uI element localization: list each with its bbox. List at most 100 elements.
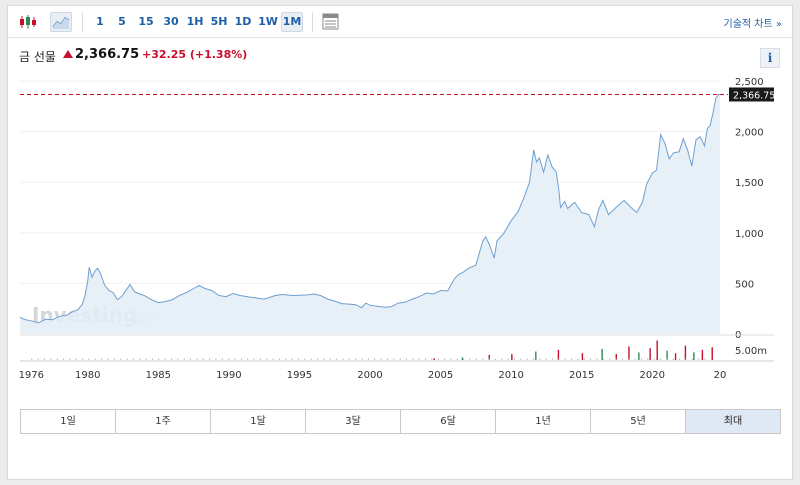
volume-tick <box>393 358 395 360</box>
volume-tick <box>56 358 58 360</box>
range-1-day[interactable]: 1일 <box>21 410 116 433</box>
volume-tick <box>539 358 541 360</box>
volume-tick <box>69 358 71 360</box>
volume-tick <box>666 358 668 360</box>
volume-tick <box>145 358 147 360</box>
y-tick-label: 2,000 <box>735 128 764 139</box>
range-6-month[interactable]: 6달 <box>401 410 496 433</box>
timeframe-1h[interactable]: 1H <box>186 15 204 28</box>
x-tick-label: 2005 <box>428 370 453 381</box>
volume-tick <box>88 358 90 360</box>
x-tick-label: 20 <box>714 370 727 381</box>
timeframe-5h[interactable]: 5H <box>210 15 228 28</box>
volume-tick <box>602 358 604 360</box>
timeframe-15[interactable]: 15 <box>138 15 154 28</box>
range-selector: 1일 1주 1달 3달 6달 1년 5년 최대 <box>20 409 781 434</box>
timeframe-1w[interactable]: 1W <box>258 15 278 28</box>
range-1-year[interactable]: 1년 <box>496 410 591 433</box>
volume-tick <box>310 358 312 360</box>
volume-tick <box>463 358 465 360</box>
volume-tick <box>171 358 173 360</box>
volume-tick <box>418 358 420 360</box>
volume-tick <box>107 358 109 360</box>
table-view-icon[interactable] <box>322 13 339 30</box>
price-change: +32.25 (+1.38%) <box>142 48 247 61</box>
timeframe-1d[interactable]: 1D <box>234 15 252 28</box>
volume-bar <box>511 354 513 360</box>
volume-tick <box>380 358 382 360</box>
range-3-month[interactable]: 3달 <box>306 410 401 433</box>
volume-tick <box>190 358 192 360</box>
volume-tick <box>82 358 84 360</box>
range-1-month[interactable]: 1달 <box>211 410 306 433</box>
volume-tick <box>113 358 115 360</box>
x-tick-label: 1985 <box>146 370 171 381</box>
area-chart-icon[interactable] <box>50 12 72 32</box>
volume-tick <box>691 358 693 360</box>
technical-chart-link[interactable]: 기술적 차트 » <box>723 19 782 30</box>
volume-tick <box>634 358 636 360</box>
volume-tick <box>75 358 77 360</box>
range-max[interactable]: 최대 <box>686 410 780 433</box>
volume-tick <box>158 358 160 360</box>
x-tick-label: 2010 <box>498 370 523 381</box>
volume-tick <box>164 358 166 360</box>
y-tick-label: 2,500 <box>735 77 764 88</box>
volume-tick <box>520 358 522 360</box>
volume-tick <box>577 358 579 360</box>
timeframe-30[interactable]: 30 <box>163 15 179 28</box>
change-percent: (+1.38%) <box>189 48 248 61</box>
price-line <box>19 94 720 324</box>
volume-tick <box>215 358 217 360</box>
volume-tick <box>526 358 528 360</box>
volume-tick <box>323 358 325 360</box>
y-tick-label: 1,000 <box>735 229 764 240</box>
volume-tick <box>94 358 96 360</box>
volume-tick <box>710 358 712 360</box>
volume-tick <box>355 358 357 360</box>
instrument-name: 금 선물 <box>19 50 56 64</box>
volume-tick <box>336 358 338 360</box>
volume-bar <box>638 352 640 360</box>
volume-tick <box>304 358 306 360</box>
volume-bar <box>711 347 713 360</box>
volume-tick <box>132 358 134 360</box>
volume-tick <box>590 358 592 360</box>
volume-tick <box>621 358 623 360</box>
timeframe-5[interactable]: 5 <box>118 15 126 28</box>
volume-tick <box>101 358 103 360</box>
volume-tick <box>533 358 535 360</box>
candlestick-chart-icon[interactable] <box>17 12 39 32</box>
volume-tick <box>151 358 153 360</box>
range-5-year[interactable]: 5년 <box>591 410 686 433</box>
price-chart: 2,5002,0001,5001,0005000Investing.com2,3… <box>19 77 776 381</box>
volume-tick <box>240 358 242 360</box>
volume-tick <box>647 358 649 360</box>
volume-tick <box>120 358 122 360</box>
volume-tick <box>266 358 268 360</box>
volume-tick <box>475 358 477 360</box>
volume-tick <box>259 358 261 360</box>
change-value: +32.25 <box>142 48 187 61</box>
timeframe-1[interactable]: 1 <box>96 15 104 28</box>
range-1-week[interactable]: 1주 <box>116 410 211 433</box>
volume-tick <box>615 358 617 360</box>
volume-tick <box>628 358 630 360</box>
volume-tick <box>234 358 236 360</box>
volume-bar <box>488 354 490 360</box>
volume-bar <box>601 349 603 360</box>
volume-tick <box>685 358 687 360</box>
volume-tick <box>513 358 515 360</box>
info-button[interactable]: i <box>760 48 780 68</box>
volume-tick <box>253 358 255 360</box>
timeframe-1m[interactable]: 1M <box>281 12 303 32</box>
volume-tick <box>31 358 33 360</box>
volume-tick <box>564 358 566 360</box>
volume-bar <box>701 349 704 360</box>
volume-tick <box>405 358 407 360</box>
volume-tick <box>342 358 344 360</box>
volume-bar <box>615 354 617 360</box>
x-tick-label: 1995 <box>287 370 312 381</box>
volume-tick <box>43 358 45 360</box>
chart-toolbar: 1 5 15 30 1H 5H 1D 1W 1M 기술적 차트 » <box>8 6 792 38</box>
